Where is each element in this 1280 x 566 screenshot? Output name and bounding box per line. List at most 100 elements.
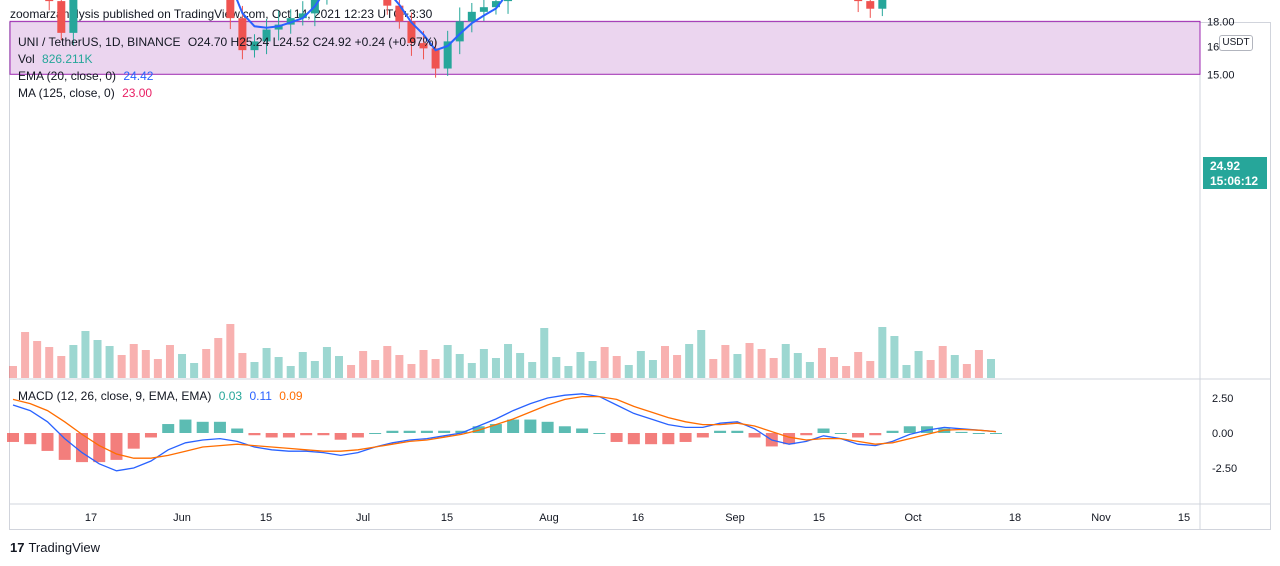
tradingview-brand[interactable]: 17 TradingView <box>10 540 100 555</box>
macd-histogram-bar <box>144 433 157 438</box>
macd-histogram-bar <box>731 430 744 433</box>
published-header: zoomarzanalysis published on TradingView… <box>10 7 433 21</box>
macd-label: MACD (12, 26, close, 9, EMA, EMA) <box>18 389 212 403</box>
volume-bar <box>274 357 283 378</box>
candle-body <box>455 21 464 42</box>
time-tick-label: Oct <box>904 512 921 524</box>
candle-body <box>250 41 259 51</box>
macd-histogram-bar <box>507 419 520 433</box>
volume-bar <box>588 361 597 378</box>
volume-bar <box>226 324 235 378</box>
macd-histogram-bar <box>886 430 899 433</box>
volume-bar <box>854 352 863 378</box>
axis-labels: 36.0032.0028.0022.0020.0018.0016.5015.00… <box>85 16 1237 524</box>
volume-bar <box>9 366 17 378</box>
macd-histogram-bar <box>455 430 468 433</box>
candle-body <box>419 43 428 49</box>
candle-body <box>383 0 392 6</box>
macd-histogram-bar <box>127 433 140 449</box>
candle-body <box>395 5 404 22</box>
volume-bar <box>105 346 114 378</box>
volume-bar <box>817 348 826 378</box>
volume-bar <box>685 344 694 378</box>
legend-symbol: UNI / TetherUS, 1D, BINANCE O24.70 H25.2… <box>18 35 437 49</box>
volume-bar <box>69 345 78 378</box>
volume-bar <box>950 355 959 378</box>
volume-bar <box>926 360 935 378</box>
volume-bar <box>878 327 887 378</box>
volume-bar <box>504 344 513 378</box>
volume-bar <box>974 350 983 378</box>
volume-bar <box>721 345 730 378</box>
candle-body <box>298 13 307 19</box>
candle-body <box>226 0 235 19</box>
currency-button[interactable]: USDT <box>1219 35 1253 51</box>
macd-histogram-bar <box>300 433 313 436</box>
time-tick-label: Jul <box>356 512 370 524</box>
ohlc-values: O24.70 H25.24 L24.52 C24.92 +0.24 (+0.97… <box>187 35 438 49</box>
macd-histogram-bar <box>58 433 71 460</box>
macd-histogram-bar <box>334 433 347 440</box>
macd-histogram-bar <box>679 433 692 442</box>
legend-macd[interactable]: MACD (12, 26, close, 9, EMA, EMA) 0.03 0… <box>18 389 303 403</box>
legend-ma[interactable]: MA (125, close, 0) 23.00 <box>18 86 152 100</box>
volume-bar <box>624 365 633 378</box>
volume-bar <box>576 352 585 378</box>
volume-bar <box>612 356 621 378</box>
legend-ema[interactable]: EMA (20, close, 0) 24.42 <box>18 69 153 83</box>
price-tick-label: 18.00 <box>1207 16 1235 28</box>
volume-bar <box>347 365 356 378</box>
macd-histogram-bar <box>696 433 709 438</box>
volume-bar <box>733 354 742 378</box>
macd-histogram-bar <box>627 433 640 445</box>
candle-body <box>467 11 476 22</box>
candle-body <box>479 7 488 12</box>
volume-bar <box>866 361 875 378</box>
volume-bar <box>371 360 380 378</box>
time-tick-label: 18 <box>1009 512 1021 524</box>
volume-bar <box>178 354 187 378</box>
macd-histogram-bar <box>386 430 399 433</box>
volume-bar <box>202 349 211 378</box>
volume-bar <box>673 355 682 378</box>
volume-bar <box>443 345 452 378</box>
volume-bar <box>757 349 766 378</box>
volume-bar <box>697 330 706 378</box>
macd-histogram-bar <box>800 433 813 436</box>
volume-bar <box>805 362 814 378</box>
candle-body <box>866 1 875 9</box>
volume-bar <box>769 358 778 378</box>
volume-bar <box>902 365 911 378</box>
volume-bar <box>890 336 899 378</box>
macd-signal-value: 0.09 <box>279 389 303 403</box>
macd-histogram-bar <box>24 433 37 445</box>
legend-volume[interactable]: Vol 826.211K <box>18 52 93 66</box>
time-tick-label: 15 <box>441 512 453 524</box>
macd-line-value: 0.11 <box>249 389 272 403</box>
candle-body <box>69 0 78 33</box>
time-tick-label: Nov <box>1091 512 1111 524</box>
macd-histogram-bar <box>869 433 882 436</box>
volume-bar <box>21 332 30 378</box>
macd-histogram-bar <box>213 421 226 433</box>
macd-histogram-bar <box>162 424 175 433</box>
volume-bar <box>33 341 42 378</box>
ema-value: 24.42 <box>123 69 154 83</box>
candle-body <box>504 0 513 2</box>
vol-value: 826.211K <box>42 52 93 66</box>
macd-histogram-bar <box>231 428 244 433</box>
volume-bar <box>962 364 971 378</box>
symbol-name[interactable]: UNI / TetherUS, 1D, BINANCE <box>18 35 181 49</box>
volume-bar <box>214 338 223 378</box>
volume-bar <box>383 346 392 378</box>
zone-demand-zone <box>9 20 1201 75</box>
candle-body <box>854 0 863 2</box>
volume-bar <box>987 359 995 378</box>
volume-bar <box>262 348 271 378</box>
time-tick-label: Jun <box>173 512 191 524</box>
candle-body <box>878 0 887 9</box>
volume-bar <box>479 349 488 378</box>
time-tick-label: Sep <box>725 512 745 524</box>
volume-bar <box>238 353 247 378</box>
